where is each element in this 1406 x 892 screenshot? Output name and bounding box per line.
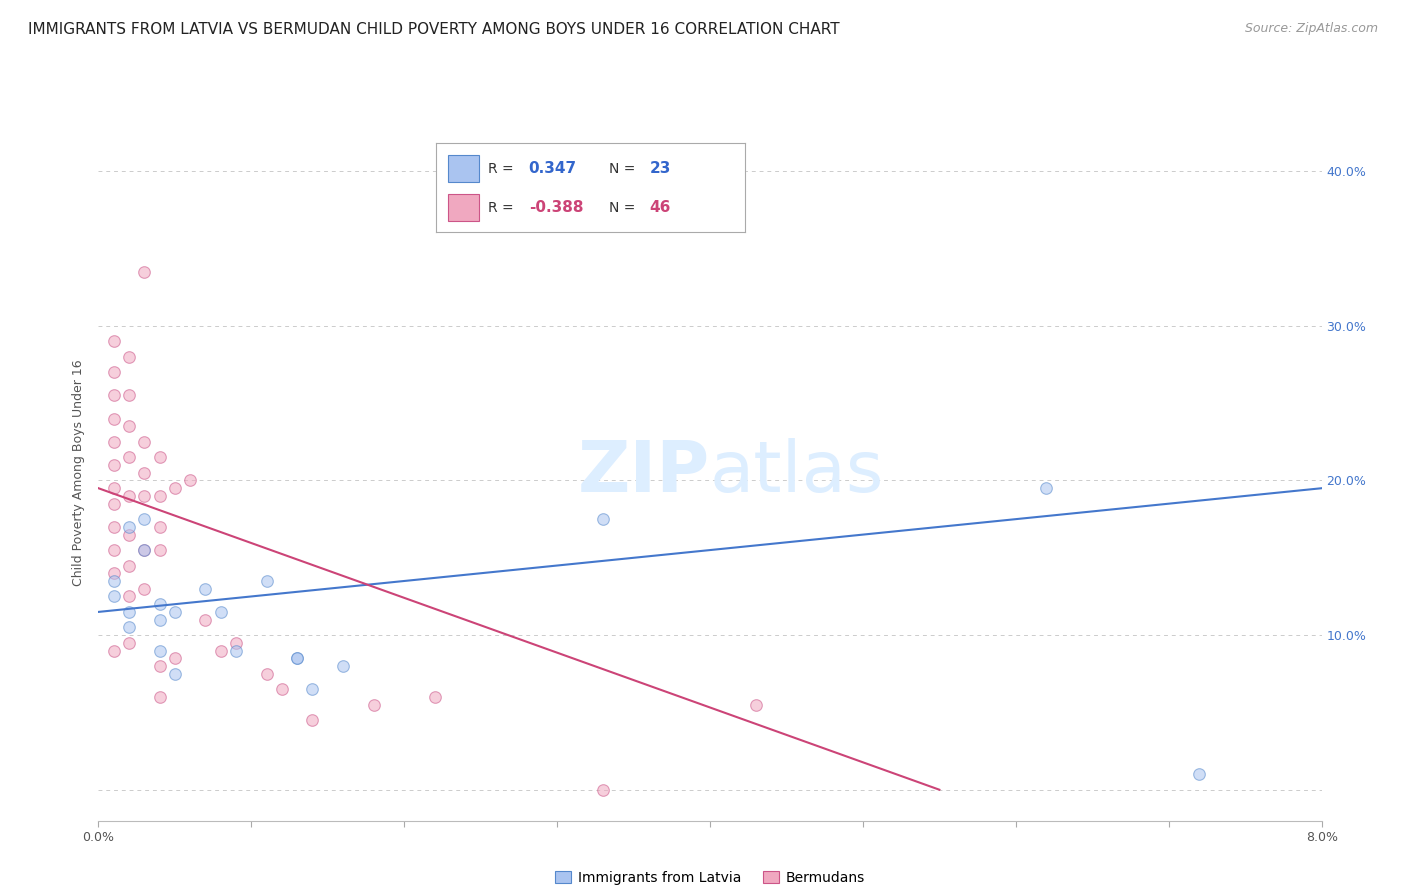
Point [134, 434, 156, 449]
Text: 23: 23 [650, 161, 671, 176]
Point [118, 489, 141, 503]
Point [134, 489, 156, 503]
Point [103, 481, 125, 495]
Point [592, 512, 614, 526]
Point [225, 636, 247, 650]
Point [103, 590, 125, 604]
Text: Source: ZipAtlas.com: Source: ZipAtlas.com [1244, 22, 1378, 36]
Y-axis label: Child Poverty Among Boys Under 16: Child Poverty Among Boys Under 16 [72, 359, 86, 586]
Text: -0.388: -0.388 [529, 201, 583, 215]
Point [745, 698, 768, 712]
Point [209, 605, 232, 619]
Text: 46: 46 [650, 201, 671, 215]
Point [103, 520, 125, 534]
Point [118, 590, 141, 604]
Point [194, 582, 217, 596]
Point [149, 597, 172, 611]
Point [118, 520, 141, 534]
Point [225, 643, 247, 657]
Text: R =: R = [488, 161, 519, 176]
Point [149, 659, 172, 673]
Point [423, 690, 446, 704]
Point [118, 636, 141, 650]
Point [103, 434, 125, 449]
Point [134, 543, 156, 558]
Point [363, 698, 385, 712]
Point [332, 659, 354, 673]
Point [103, 334, 125, 349]
Point [134, 582, 156, 596]
Point [301, 682, 323, 697]
Point [179, 474, 201, 488]
Point [134, 543, 156, 558]
FancyBboxPatch shape [449, 194, 479, 221]
Point [118, 558, 141, 573]
Point [285, 651, 308, 665]
Point [149, 520, 172, 534]
Point [118, 450, 141, 465]
Point [285, 651, 308, 665]
Text: N =: N = [609, 201, 640, 215]
Point [118, 388, 141, 402]
Point [256, 574, 278, 588]
Point [118, 620, 141, 634]
Point [209, 643, 232, 657]
Point [103, 388, 125, 402]
Point [163, 666, 186, 681]
Point [118, 350, 141, 364]
Point [1188, 767, 1211, 781]
Point [134, 265, 156, 279]
Point [1035, 481, 1057, 495]
Text: IMMIGRANTS FROM LATVIA VS BERMUDAN CHILD POVERTY AMONG BOYS UNDER 16 CORRELATION: IMMIGRANTS FROM LATVIA VS BERMUDAN CHILD… [28, 22, 839, 37]
Point [118, 419, 141, 434]
Point [103, 574, 125, 588]
Text: ZIP: ZIP [578, 438, 710, 508]
Point [134, 466, 156, 480]
Point [103, 497, 125, 511]
Point [301, 713, 323, 727]
Point [103, 458, 125, 472]
Text: atlas: atlas [710, 438, 884, 508]
Point [163, 651, 186, 665]
Point [270, 682, 294, 697]
Legend: Immigrants from Latvia, Bermudans: Immigrants from Latvia, Bermudans [550, 865, 870, 890]
Point [118, 605, 141, 619]
Text: 0.347: 0.347 [529, 161, 576, 176]
Point [103, 365, 125, 379]
Point [103, 566, 125, 581]
Point [194, 613, 217, 627]
Point [149, 489, 172, 503]
Point [163, 481, 186, 495]
Text: R =: R = [488, 201, 519, 215]
Point [592, 782, 614, 797]
Point [118, 527, 141, 541]
FancyBboxPatch shape [449, 155, 479, 182]
Point [103, 411, 125, 425]
Point [103, 643, 125, 657]
Point [149, 643, 172, 657]
Text: N =: N = [609, 161, 640, 176]
Point [149, 690, 172, 704]
Point [149, 543, 172, 558]
Point [134, 512, 156, 526]
Point [256, 666, 278, 681]
Point [149, 613, 172, 627]
Point [163, 605, 186, 619]
Point [103, 543, 125, 558]
Point [149, 450, 172, 465]
